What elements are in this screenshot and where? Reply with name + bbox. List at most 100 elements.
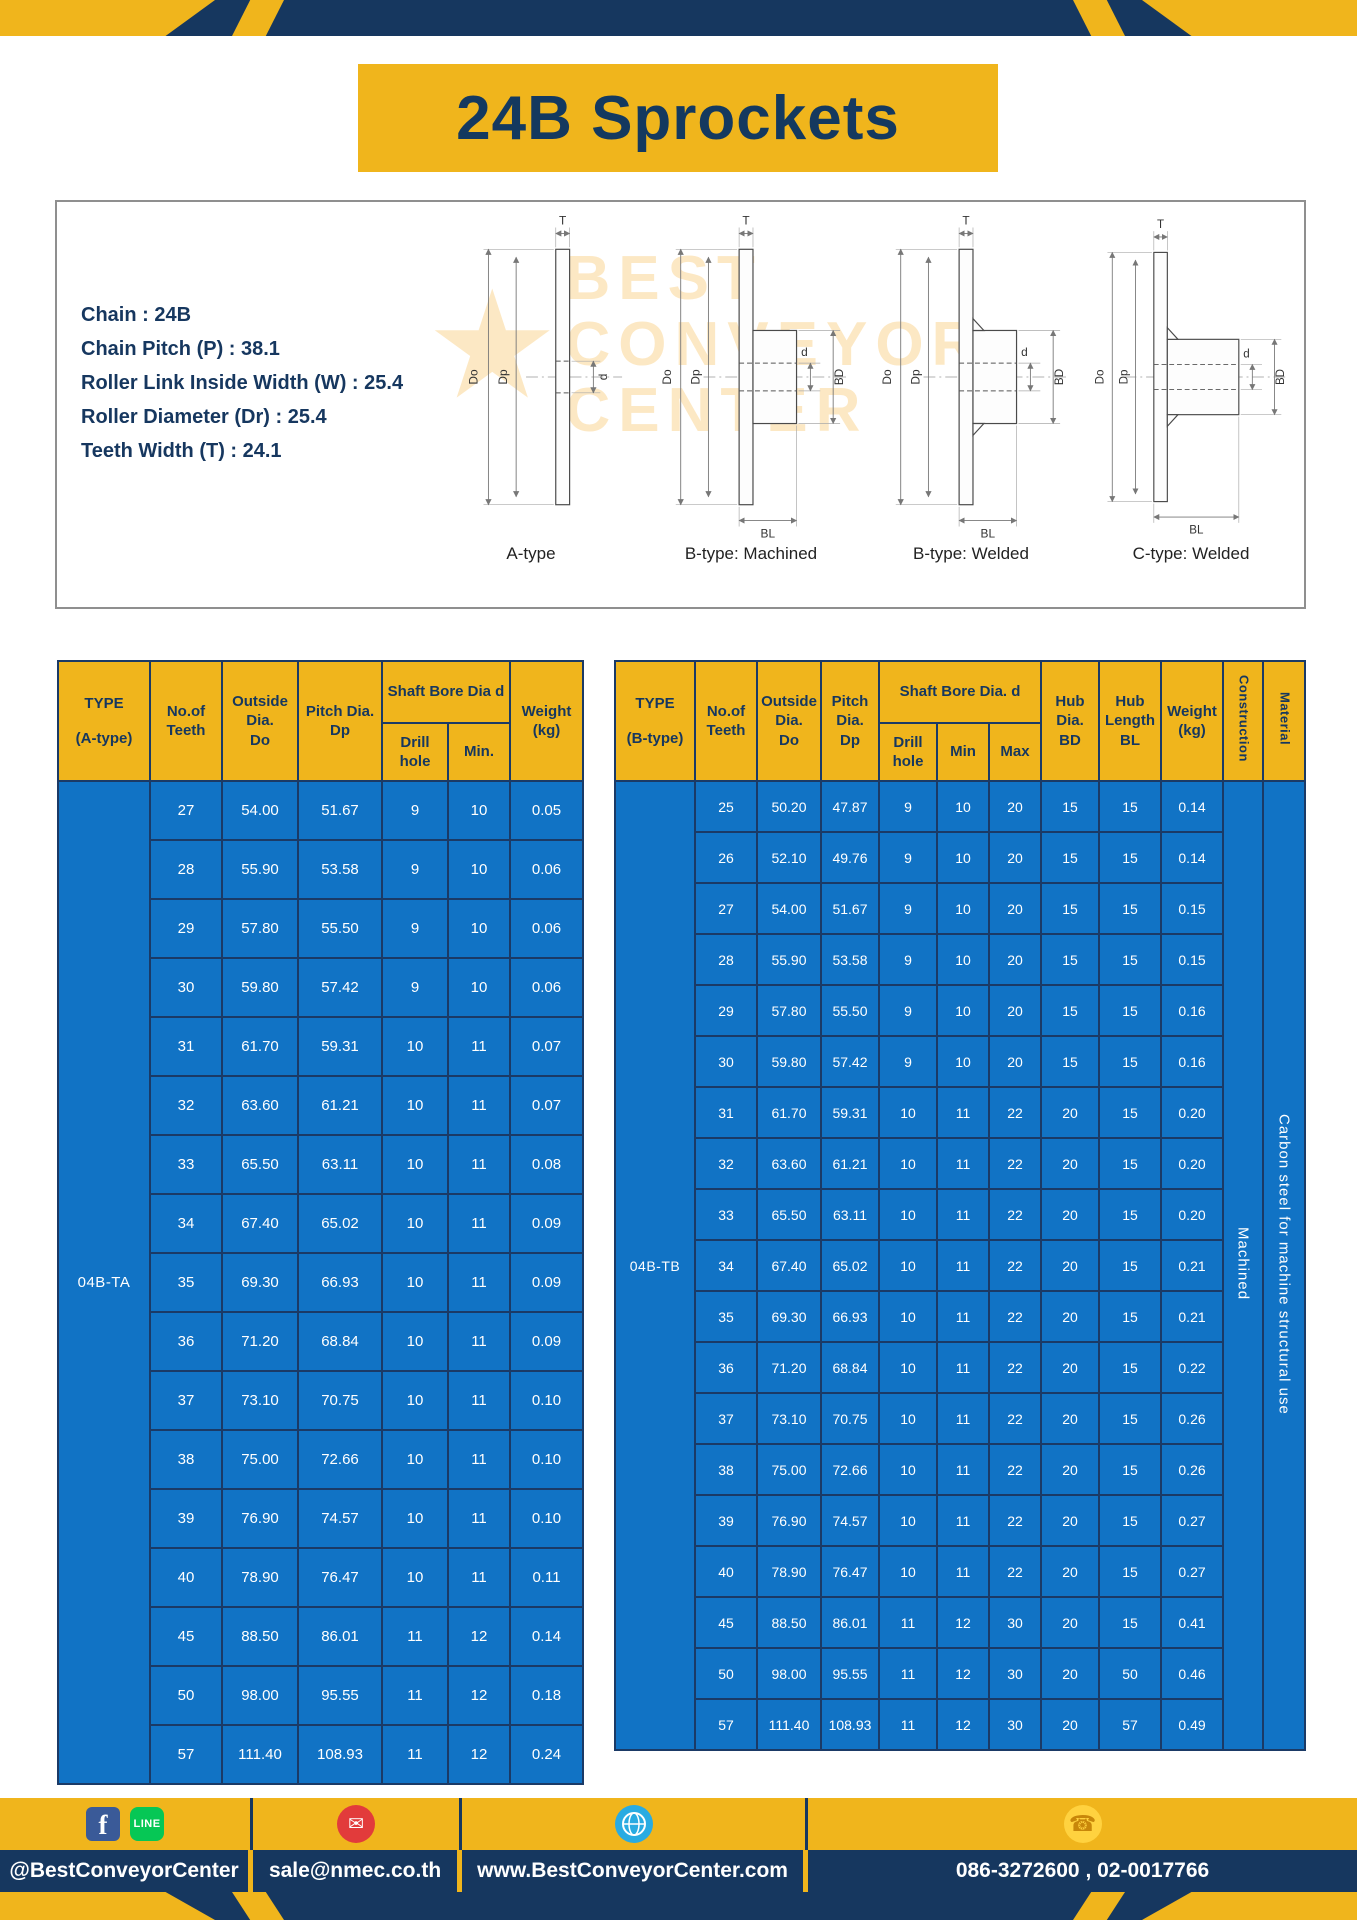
table-cell: 71.20 — [221, 1311, 299, 1372]
table-cell: 10 — [381, 1429, 449, 1490]
table-cell: 11 — [447, 1016, 511, 1077]
footer-social-handle[interactable]: @BestConveyorCenter — [0, 1850, 254, 1892]
table-cell: 15 — [1098, 1443, 1163, 1496]
table-cell: 20 — [1040, 1545, 1101, 1598]
table-row: 40 78.90 76.47 10 11 22 20 15 0.27 — [615, 1545, 1305, 1598]
table-row: 32 63.60 61.21 10 11 22 20 15 0.20 — [615, 1137, 1305, 1190]
table-cell: 33 — [694, 1188, 758, 1241]
table-cell: 11 — [936, 1086, 990, 1139]
table-cell: 10 — [936, 780, 990, 833]
table-cell: 75.00 — [756, 1443, 822, 1496]
table-cell: 10 — [878, 1239, 938, 1292]
table-cell: 15 — [1098, 1341, 1163, 1394]
caption-a-type: A-type — [506, 544, 556, 563]
email-icon[interactable]: ✉ — [337, 1805, 376, 1843]
table-cell: 0.21 — [1160, 1239, 1225, 1292]
line-icon[interactable]: LINE — [130, 1807, 165, 1841]
footer-email[interactable]: sale@nmec.co.th — [253, 1850, 463, 1892]
table-cell: 40 — [694, 1545, 758, 1598]
facebook-icon[interactable]: f — [86, 1807, 121, 1841]
table-cell: 0.09 — [509, 1311, 584, 1372]
table-cell: 76.90 — [221, 1488, 299, 1549]
table-cell: 15 — [1040, 882, 1101, 935]
table-cell: 86.01 — [297, 1606, 383, 1667]
material-cell: Carbon steel for machine structural use — [1262, 780, 1307, 1751]
col-header-min: Min. — [447, 722, 511, 782]
svg-text:BD: BD — [1275, 369, 1287, 385]
spec-roller-diameter: Roller Diameter (Dr) : 25.4 — [81, 406, 327, 428]
table-cell: 12 — [936, 1647, 990, 1700]
table-cell: 0.15 — [1160, 882, 1225, 935]
table-cell: 66.93 — [820, 1290, 880, 1343]
page-title-banner: 24B Sprockets — [358, 64, 998, 172]
table-cell: 73.10 — [221, 1370, 299, 1431]
table-cell: 111.40 — [221, 1724, 299, 1785]
table-cell: 15 — [1040, 831, 1101, 884]
footer-website[interactable]: www.BestConveyorCenter.com — [462, 1850, 809, 1892]
table-cell: 0.06 — [509, 839, 584, 900]
table-row: 38 75.00 72.66 10 11 0.10 — [58, 1429, 584, 1490]
table-cell: 55.90 — [756, 933, 822, 986]
phone-icon[interactable]: ☎ — [1063, 1805, 1102, 1843]
globe-icon[interactable] — [614, 1805, 653, 1843]
table-cell: 31 — [694, 1086, 758, 1139]
table-cell: 35 — [149, 1252, 223, 1313]
table-cell: 95.55 — [820, 1647, 880, 1700]
table-cell: 10 — [381, 1134, 449, 1195]
table-cell: 22 — [987, 1188, 1043, 1241]
spec-tables: TYPE (A-type) No.of Teeth Outside Dia. Do… — [57, 660, 1307, 1785]
table-cell: 0.20 — [1160, 1188, 1225, 1241]
table-cell: 9 — [878, 1035, 938, 1088]
table-cell: 74.57 — [820, 1494, 880, 1547]
table-cell: 15 — [1040, 933, 1101, 986]
svg-text:BL: BL — [761, 526, 776, 540]
table-cell: 11 — [936, 1239, 990, 1292]
type-code-cell: 04B-TA — [57, 780, 151, 1785]
table-cell: 10 — [447, 957, 511, 1018]
table-row: 31 61.70 59.31 10 11 22 20 15 0.20 — [615, 1086, 1305, 1139]
table-cell: 54.00 — [221, 780, 299, 841]
table-cell: 71.20 — [756, 1341, 822, 1394]
table-cell: 11 — [447, 1547, 511, 1608]
table-cell: 86.01 — [820, 1596, 880, 1649]
table-cell: 11 — [936, 1443, 990, 1496]
svg-text:BL: BL — [1189, 524, 1204, 536]
table-cell: 36 — [149, 1311, 223, 1372]
table-cell: 9 — [878, 933, 938, 986]
table-cell: 50 — [149, 1665, 223, 1726]
table-cell: 22 — [987, 1392, 1043, 1445]
table-cell: 0.06 — [509, 898, 584, 959]
table-cell: 76.90 — [756, 1494, 822, 1547]
table-row: 28 55.90 53.58 9 10 0.06 — [58, 839, 584, 900]
table-cell: 10 — [381, 1075, 449, 1136]
bottom-right-stripe-decoration — [1073, 1892, 1125, 1920]
table-cell: 30 — [987, 1596, 1043, 1649]
spec-chain-pitch: Chain Pitch (P) : 38.1 — [81, 338, 280, 360]
table-cell: 0.11 — [509, 1547, 584, 1608]
table-cell: 53.58 — [297, 839, 383, 900]
table-cell: 15 — [1098, 1035, 1163, 1088]
table-cell: 9 — [878, 882, 938, 935]
table-cell: 15 — [1098, 1392, 1163, 1445]
table-cell: 11 — [381, 1724, 449, 1785]
col-header-shaft-bore-group: Shaft Bore Dia. d — [877, 660, 1043, 724]
table-cell: 57.80 — [221, 898, 299, 959]
table-cell: 75.00 — [221, 1429, 299, 1490]
table-cell: 98.00 — [756, 1647, 822, 1700]
top-left-corner-decoration — [0, 0, 215, 36]
table-cell: 20 — [1040, 1647, 1101, 1700]
table-cell: 20 — [1040, 1341, 1101, 1394]
table-cell: 20 — [1040, 1188, 1101, 1241]
col-header-weight: Weight (kg) — [509, 660, 584, 782]
bottom-right-corner-decoration — [1142, 1892, 1357, 1920]
footer-phones[interactable]: 086-3272600 , 02-0017766 — [955, 1859, 1210, 1882]
table-cell: 111.40 — [756, 1698, 822, 1751]
table-cell: 10 — [878, 1290, 938, 1343]
top-right-stripe-decoration — [1073, 0, 1125, 36]
footer-phone-icon-area: ☎ — [808, 1798, 1357, 1850]
col-header-hub-dia: Hub Dia. BD — [1040, 660, 1101, 782]
table-row: 39 76.90 74.57 10 11 22 20 15 0.27 — [615, 1494, 1305, 1547]
table-cell: 15 — [1098, 1188, 1163, 1241]
table-cell: 0.06 — [509, 957, 584, 1018]
caption-c-type-welded: C-type: Welded — [1132, 544, 1250, 563]
